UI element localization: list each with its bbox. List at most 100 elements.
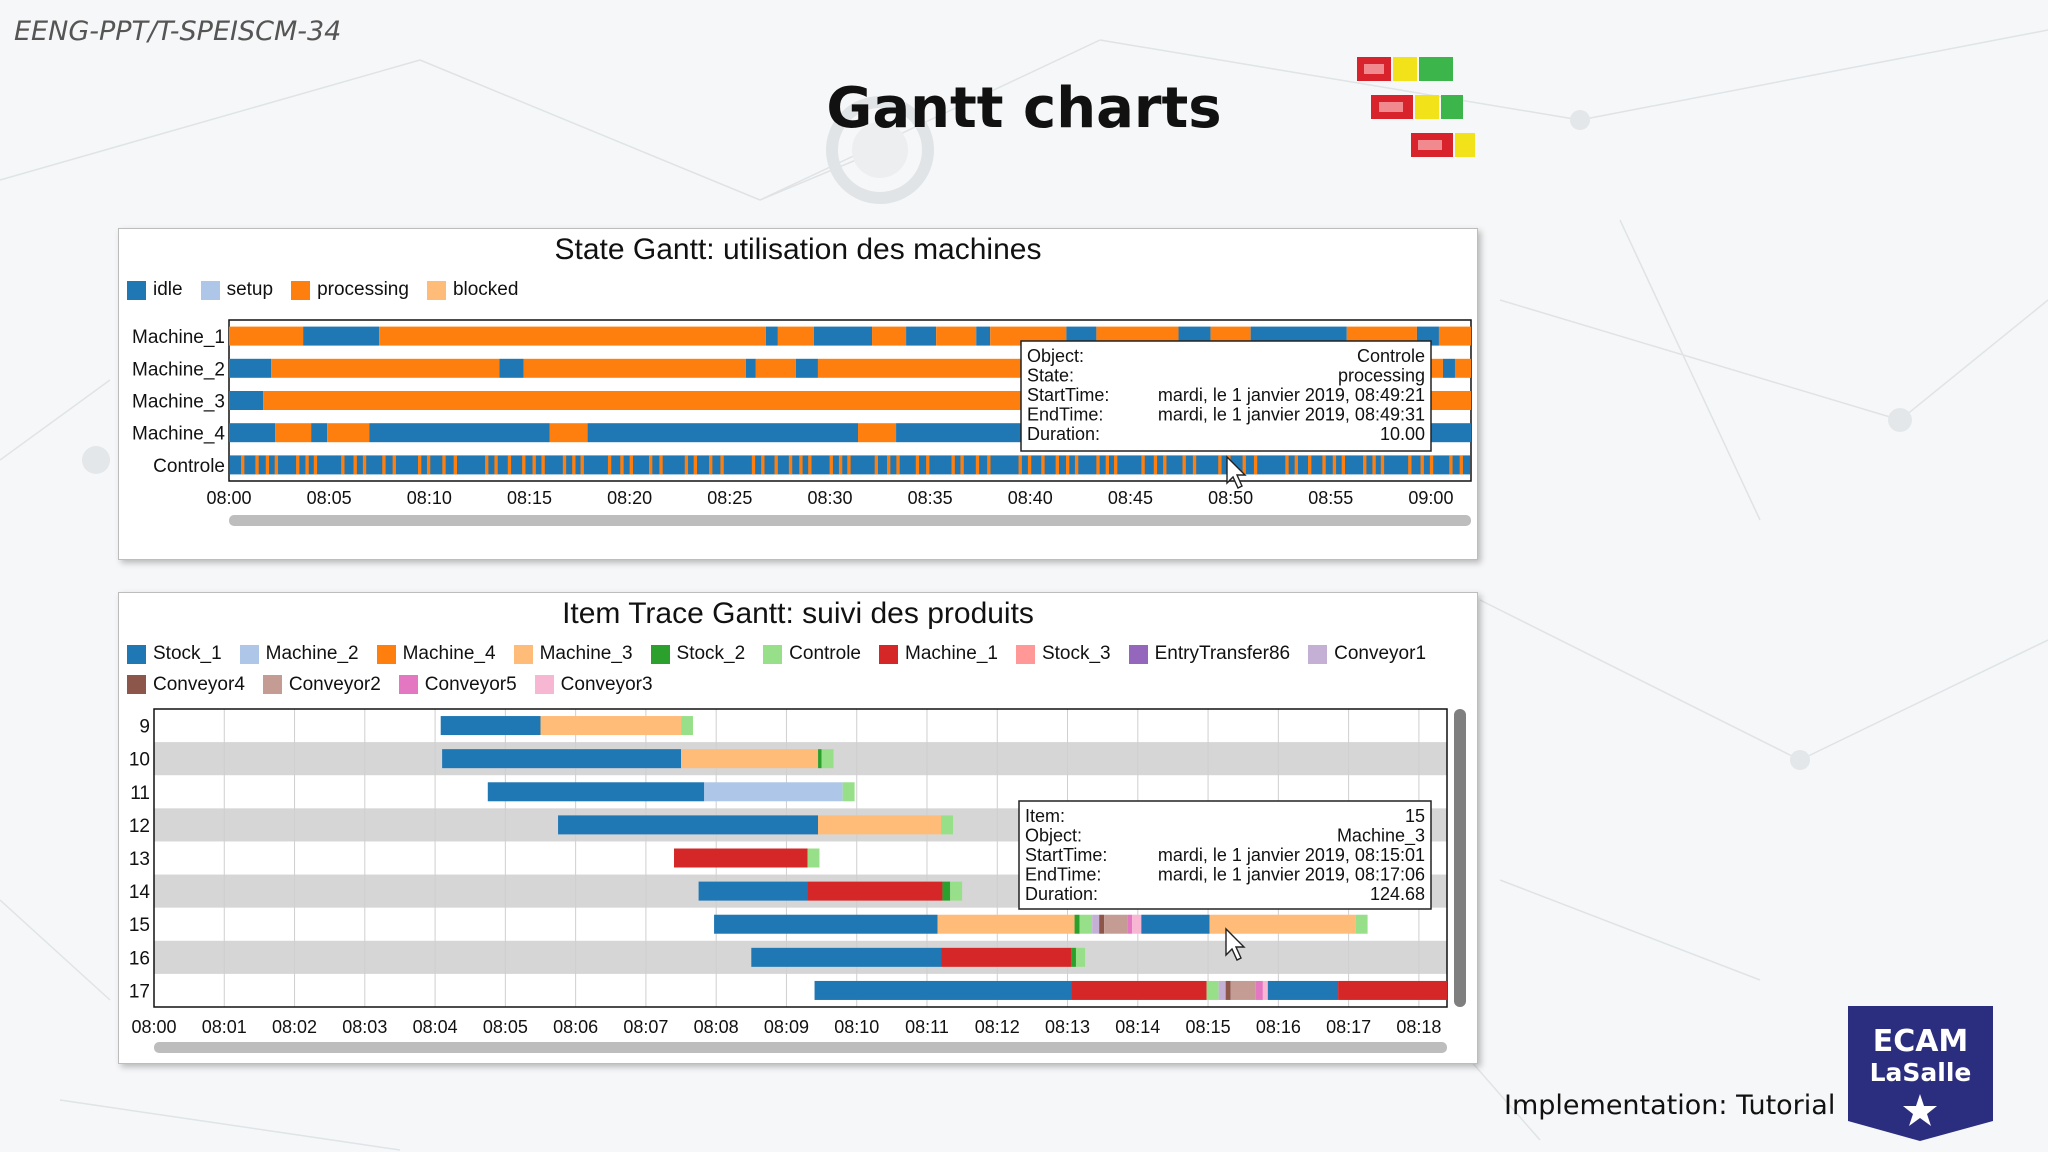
tooltip-key: EndTime: (1027, 405, 1103, 425)
item-bar (1206, 980, 1219, 1000)
state-bar (761, 455, 765, 475)
legend-swatch (398, 675, 418, 694)
x-tick-label: 09:00 (1408, 488, 1453, 508)
tooltip-key: Object: (1025, 826, 1082, 846)
horizontal-scrollbar[interactable] (154, 1042, 1447, 1053)
item-gantt-panel: Item Trace Gantt: suivi des produits Sto… (118, 592, 1478, 1064)
x-tick-label: 08:12 (975, 1017, 1020, 1037)
state-bar (745, 358, 756, 378)
state-bar (229, 391, 264, 410)
legend-swatch (376, 644, 396, 664)
footer-label: Implementation: Tutorial (1504, 1090, 1836, 1121)
item-bar (842, 782, 855, 802)
item-bar (442, 749, 682, 769)
state-bar (1380, 455, 1385, 475)
state-tooltip: Object: Controle State: processing StartTime… (1020, 340, 1432, 452)
state-bar (241, 455, 245, 475)
state-bar (541, 455, 545, 475)
row-label: Controle (153, 456, 225, 477)
tooltip-key: State: (1027, 366, 1074, 386)
legend-label: Machine_4 (402, 643, 496, 664)
row-label: 17 (129, 981, 150, 1002)
item-bar (1092, 914, 1100, 934)
state-bar (426, 455, 431, 475)
item-bar (1127, 914, 1133, 934)
legend-label: Conveyor2 (288, 673, 381, 695)
ecam-shield-icon (1848, 1006, 1993, 1141)
state-gantt-chart[interactable]: Machine_1 Machine_2 Machine_3 Machine_4 Cont… (119, 229, 1477, 559)
item-bar (1355, 914, 1368, 934)
state-bar (987, 455, 991, 475)
state-bar (580, 455, 584, 475)
item-tooltip: Item: 15 Object: Machine_3 StartTime: mardi, … (1018, 800, 1432, 910)
legend-item: Stock_2 (650, 641, 745, 667)
state-bar (960, 455, 964, 475)
item-bar (714, 914, 938, 934)
x-tick-label: 08:18 (1396, 1017, 1441, 1037)
x-tick-label: 08:25 (707, 488, 752, 508)
state-bar (507, 455, 512, 475)
x-tick-label: 08:30 (807, 488, 852, 508)
legend-label: Stock_3 (1041, 643, 1111, 664)
state-bar (499, 358, 524, 378)
legend-label: setup (226, 279, 274, 300)
item-bar (941, 947, 1072, 967)
state-bar (1285, 455, 1289, 475)
state-bar (765, 326, 778, 346)
legend-swatch (200, 280, 220, 300)
item-bar (807, 848, 820, 868)
item-bar (1255, 980, 1263, 1000)
state-bar (1055, 455, 1059, 475)
tooltip-value: Machine_3 (1337, 826, 1425, 847)
state-bar (562, 455, 567, 475)
state-bar (1027, 455, 1032, 475)
slide-title: Gantt charts (826, 76, 1222, 141)
vertical-scrollbar-thumb[interactable] (1454, 709, 1466, 1007)
course-code: EENG-PPT/T-SPEISCM-34 (14, 16, 342, 47)
state-bar (838, 455, 843, 475)
state-bar (620, 455, 624, 475)
x-tick-label: 08:50 (1208, 488, 1253, 508)
legend-item: Conveyor4 (127, 672, 245, 698)
state-bar (629, 455, 633, 475)
state-bar (1041, 455, 1045, 475)
x-tick-label: 08:45 (1108, 488, 1153, 508)
state-bar (549, 423, 588, 443)
state-bar (808, 455, 812, 475)
legend-item: Machine_4 (376, 641, 496, 667)
legend-label: Conveyor5 (424, 673, 517, 695)
tooltip-value: mardi, le 1 janvier 2019, 08:15:01 (1158, 845, 1425, 865)
x-tick-label: 08:05 (483, 1017, 528, 1037)
tooltip-value: mardi, le 1 janvier 2019, 08:49:31 (1158, 405, 1425, 425)
state-gantt-legend: idle setup processing blocked (127, 277, 536, 308)
gantt-blocks-logo (1357, 57, 1475, 157)
state-bar (229, 358, 272, 378)
state-gantt-panel: State Gantt: utilisation des machines id… (118, 228, 1478, 560)
state-bar (872, 326, 907, 346)
row-label: Machine_2 (132, 359, 225, 380)
state-bar (353, 455, 357, 475)
state-bar (906, 326, 937, 346)
state-bar (755, 358, 796, 378)
legend-label: Machine_2 (265, 643, 359, 664)
tooltip-value: Controle (1357, 346, 1425, 366)
state-bar (1074, 455, 1079, 475)
row-label: 9 (139, 717, 150, 738)
state-bar (417, 455, 422, 475)
item-bar (1218, 980, 1226, 1000)
state-bar (229, 326, 304, 346)
state-bar (795, 358, 818, 378)
row-label: 14 (129, 882, 151, 903)
x-tick-label: 08:17 (1326, 1017, 1371, 1037)
legend-item: Machine_3 (513, 641, 633, 667)
state-bar (777, 326, 814, 346)
item-gantt-chart[interactable]: 9 10 11 12 13 14 15 16 17 08:00 08:01 08:02 08:03 08:… (119, 593, 1477, 1063)
legend-item: EntryTransfer86 (1128, 641, 1290, 667)
state-bar (1018, 455, 1022, 475)
item-bar (1225, 980, 1231, 1000)
state-bar (1253, 455, 1258, 475)
horizontal-scrollbar[interactable] (229, 515, 1471, 526)
state-bar (369, 423, 550, 443)
state-bar (229, 423, 276, 443)
item-bar (1230, 980, 1256, 1000)
